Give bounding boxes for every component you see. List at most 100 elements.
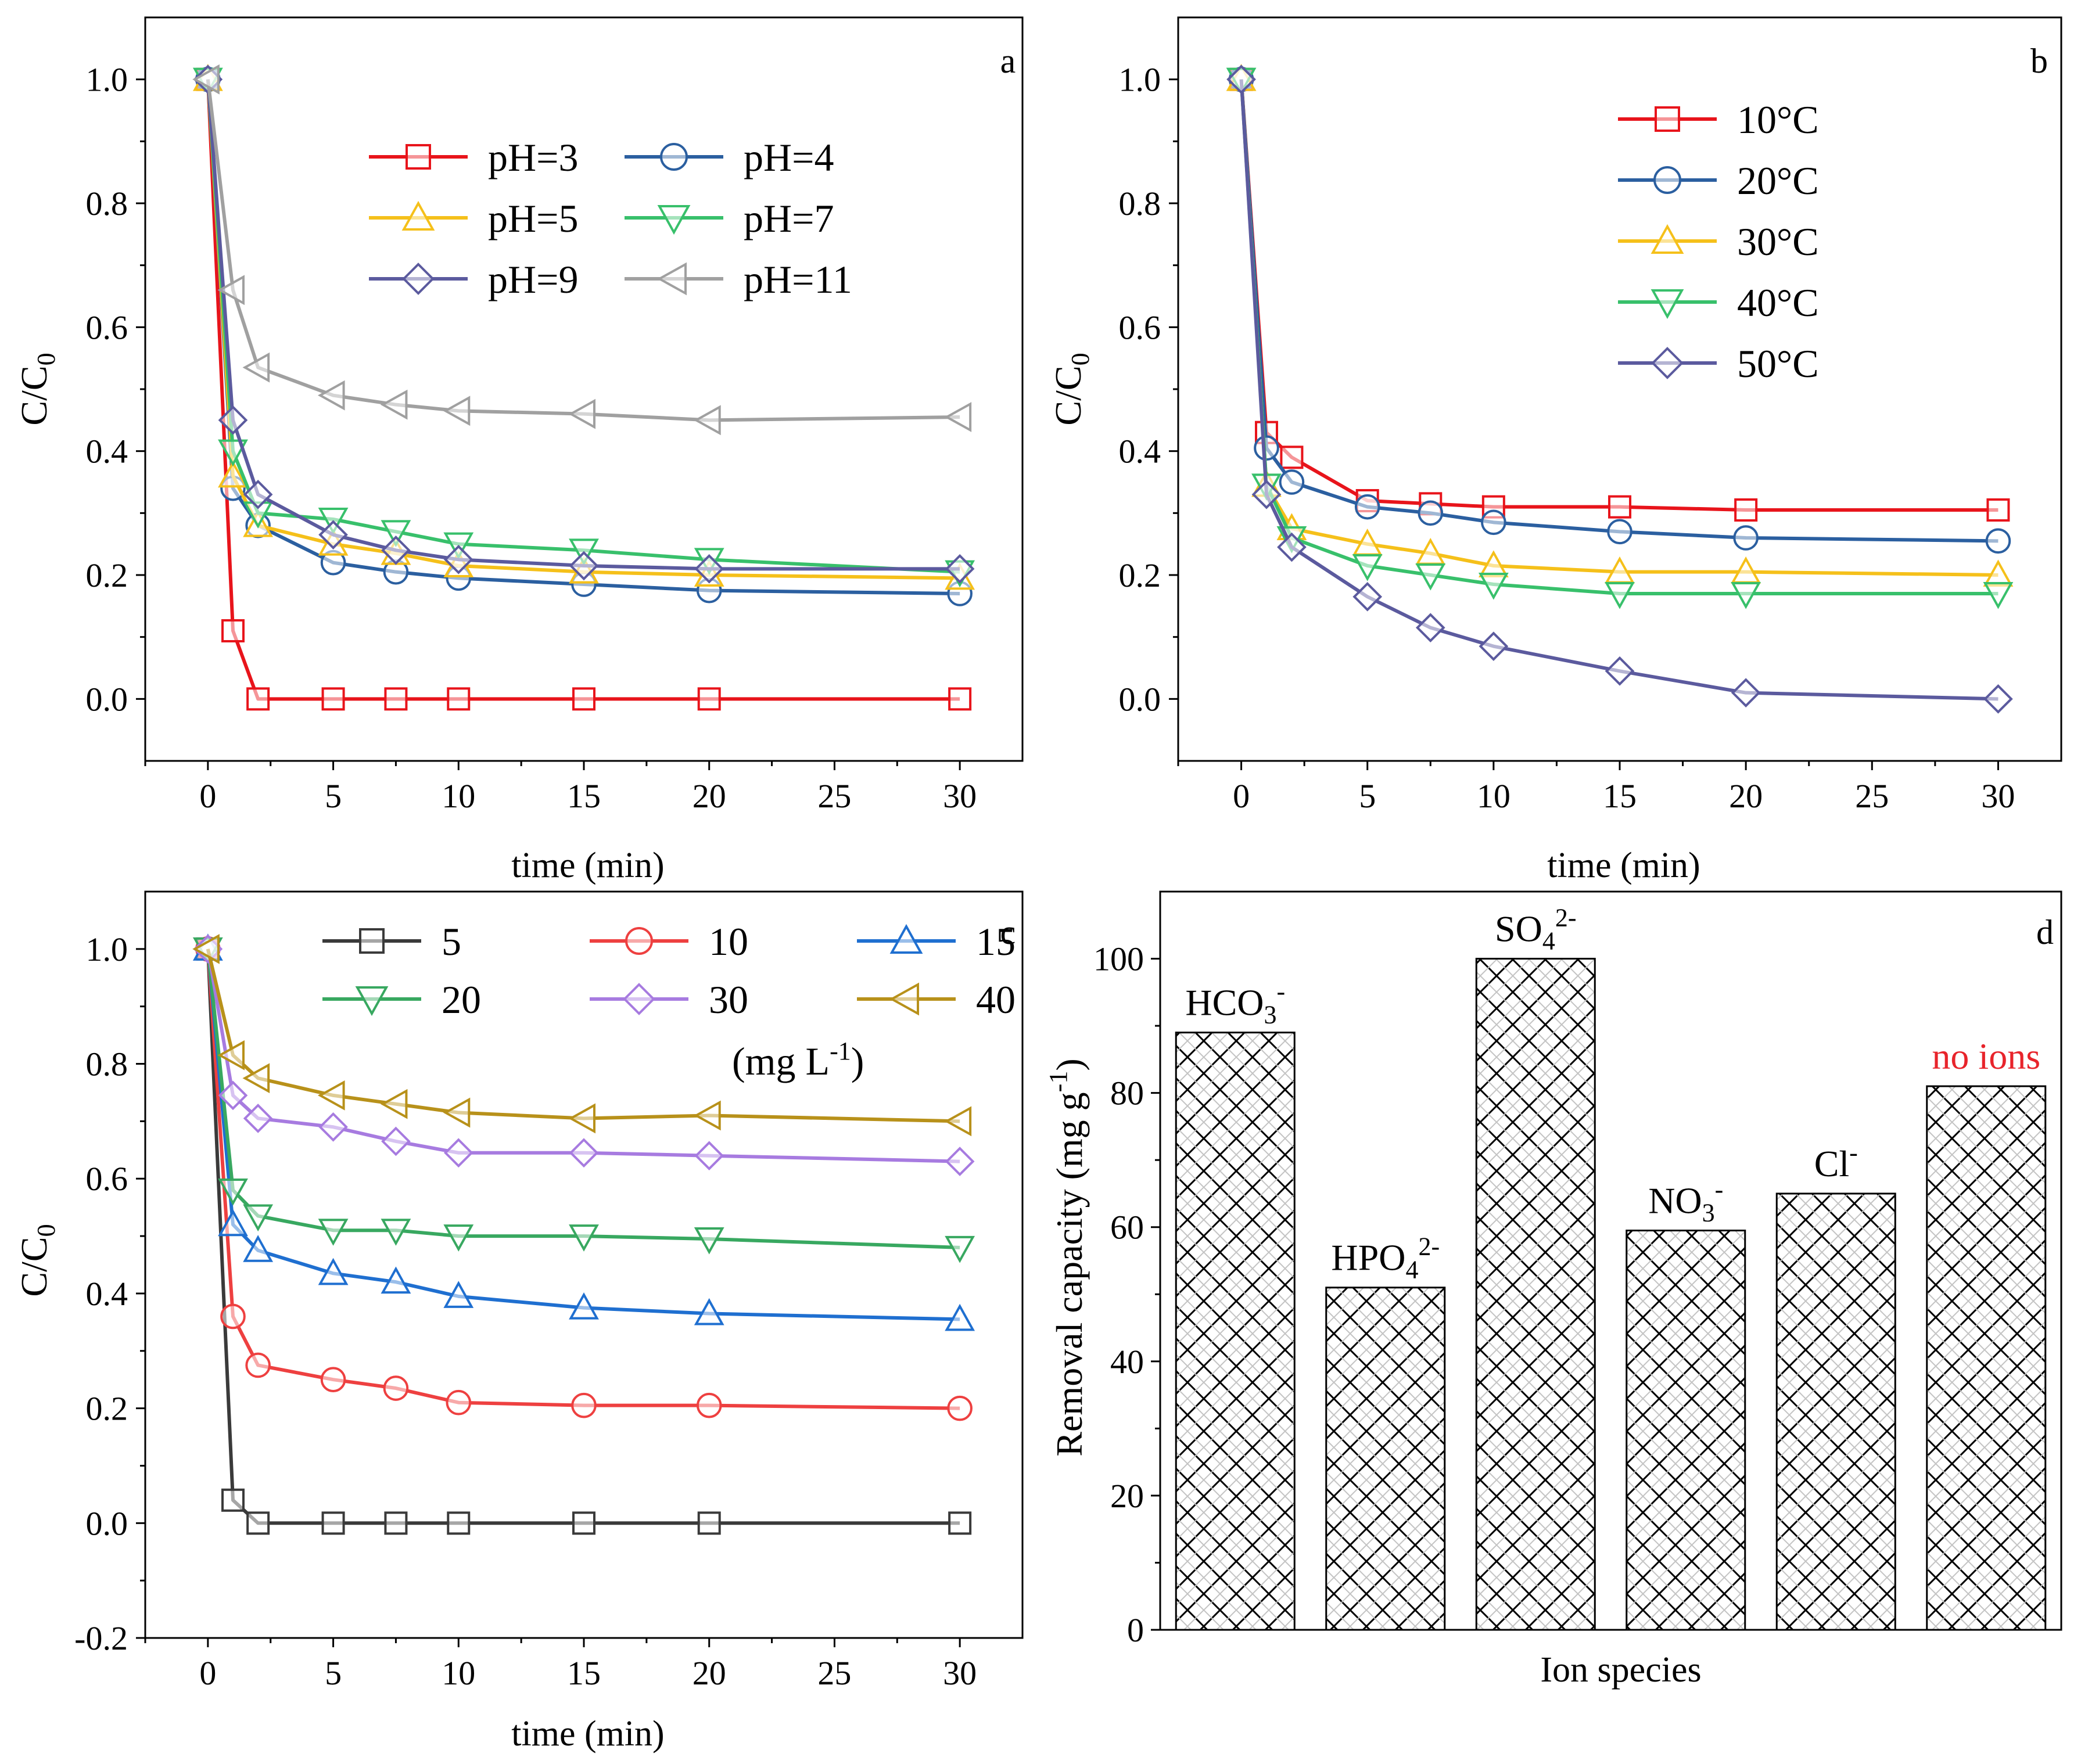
series-pH=5 xyxy=(192,64,975,590)
data-point xyxy=(1983,582,2014,609)
y-axis-label-sub: 0 xyxy=(32,1224,60,1237)
y-tick-label: 0.0 xyxy=(86,680,128,718)
data-point xyxy=(1279,469,1305,495)
data-point xyxy=(1277,532,1307,562)
legend-item: 20°C xyxy=(1618,159,1819,203)
data-point xyxy=(572,1511,595,1535)
panel-label: b xyxy=(2030,42,2048,80)
bar-label: HCO3- xyxy=(1185,978,1285,1029)
legend-label: pH=9 xyxy=(488,257,578,301)
y-tick-label: 0.6 xyxy=(86,1160,128,1198)
bar xyxy=(1775,1192,1896,1631)
legend-label: 10°C xyxy=(1737,98,1819,142)
legend-unit-close: ) xyxy=(851,1039,864,1083)
data-point xyxy=(945,1303,975,1331)
data-point xyxy=(381,1219,411,1246)
data-point xyxy=(443,545,473,574)
x-tick-label: 10 xyxy=(442,777,475,815)
data-point xyxy=(243,480,273,509)
chart-panel-b: 0.0 0.2 0.4 0.6 0.8 1.0 0 5 10 15 20 25 30 10°C 20°C… xyxy=(1047,16,2062,885)
bar-3: NO3- xyxy=(1626,1176,1746,1631)
legend-marker xyxy=(406,144,431,170)
bar-label-sup: - xyxy=(1849,1138,1858,1167)
data-point xyxy=(317,1080,345,1111)
x-ticks: 0 5 10 15 20 25 30 xyxy=(1177,761,2015,815)
x-tick-label: 0 xyxy=(1233,777,1250,815)
legend-marker xyxy=(1651,224,1684,254)
y-axis-label-sup: -1 xyxy=(1044,1071,1072,1093)
x-tick-label: 20 xyxy=(693,1654,726,1692)
legend-item: pH=5 xyxy=(369,196,578,240)
x-tick-label: 5 xyxy=(325,777,342,815)
data-point xyxy=(1254,435,1279,461)
data-point xyxy=(694,554,724,584)
bar-label-sub: 3 xyxy=(1702,1199,1715,1227)
x-tick-label: 5 xyxy=(1359,777,1376,815)
series-group xyxy=(192,933,975,1535)
data-point xyxy=(1607,519,1632,545)
x-tick-label: 10 xyxy=(442,1654,475,1692)
x-tick-label: 5 xyxy=(325,1654,342,1692)
data-point xyxy=(443,1224,474,1252)
bar-label-sub: 4 xyxy=(1542,927,1555,955)
data-point xyxy=(1731,678,1761,707)
legend-marker xyxy=(402,263,435,295)
bar-label-sub: 3 xyxy=(1264,1001,1276,1029)
data-point xyxy=(1608,495,1631,519)
y-axis-label-main: C/C xyxy=(1047,365,1089,425)
data-point xyxy=(1415,563,1446,591)
y-ticks: -0.2 0.0 0.2 0.4 0.6 0.8 1.0 xyxy=(74,930,145,1657)
y-tick-label: 1.0 xyxy=(1119,61,1161,99)
x-axis-label: time (min) xyxy=(511,1714,664,1754)
data-point xyxy=(1983,684,2013,714)
y-axis-label-main: Removal capacity (mg g xyxy=(1049,1092,1090,1456)
legend-unit-main: (mg L xyxy=(732,1039,830,1083)
series-group xyxy=(192,64,975,711)
legend-item: 40 xyxy=(857,978,1016,1022)
bar-4: Cl- xyxy=(1775,1138,1896,1631)
data-point xyxy=(218,460,248,488)
y-tick-label: 0.0 xyxy=(1119,680,1161,718)
legend-marker xyxy=(401,200,435,231)
series-30 xyxy=(193,934,975,1176)
data-point xyxy=(243,1204,274,1232)
y-axis-label-close: ) xyxy=(1049,1058,1090,1070)
legend-marker xyxy=(1653,166,1681,194)
data-point xyxy=(320,1367,346,1392)
chart-panel-c: -0.2 0.0 0.2 0.4 0.6 0.8 1.0 0 5 10 15 20 25 30 5 10 1… xyxy=(13,890,1024,1754)
y-axis-label: C/C0 xyxy=(13,353,60,425)
data-point xyxy=(242,1063,270,1094)
legend-marker xyxy=(1651,347,1684,379)
x-ticks: 0 5 10 15 20 25 30 xyxy=(144,1638,977,1692)
series-line xyxy=(1239,79,1999,512)
data-point xyxy=(447,687,471,711)
series-10 xyxy=(195,936,973,1421)
x-tick-label: 15 xyxy=(1603,777,1637,815)
data-point xyxy=(1481,509,1506,536)
bar-label-sub: 4 xyxy=(1405,1256,1418,1284)
panel-label: d xyxy=(2036,913,2054,951)
series-40 xyxy=(192,933,972,1137)
legend-item: pH=3 xyxy=(369,135,578,179)
bar-5: no ions xyxy=(1926,1036,2047,1631)
series-10°C xyxy=(1229,67,2010,522)
data-point xyxy=(443,396,471,426)
y-tick-label: -0.2 xyxy=(74,1619,128,1657)
legend-label: 10 xyxy=(709,919,748,964)
legend-marker xyxy=(889,982,919,1016)
data-point xyxy=(1251,480,1282,509)
data-point xyxy=(1415,613,1445,642)
data-point xyxy=(221,619,245,642)
data-point xyxy=(1352,582,1383,612)
series-line xyxy=(206,79,960,571)
y-tick-label: 0.2 xyxy=(86,556,128,594)
x-tick-label: 10 xyxy=(1477,777,1510,815)
data-point xyxy=(447,1511,471,1535)
bar xyxy=(1325,1287,1446,1631)
bar-0: HCO3- xyxy=(1175,978,1296,1631)
data-point xyxy=(381,1266,411,1294)
plot-frame xyxy=(144,16,1024,762)
bar-label: Cl- xyxy=(1814,1138,1858,1184)
series-20°C xyxy=(1228,66,2011,554)
data-point xyxy=(572,687,595,711)
